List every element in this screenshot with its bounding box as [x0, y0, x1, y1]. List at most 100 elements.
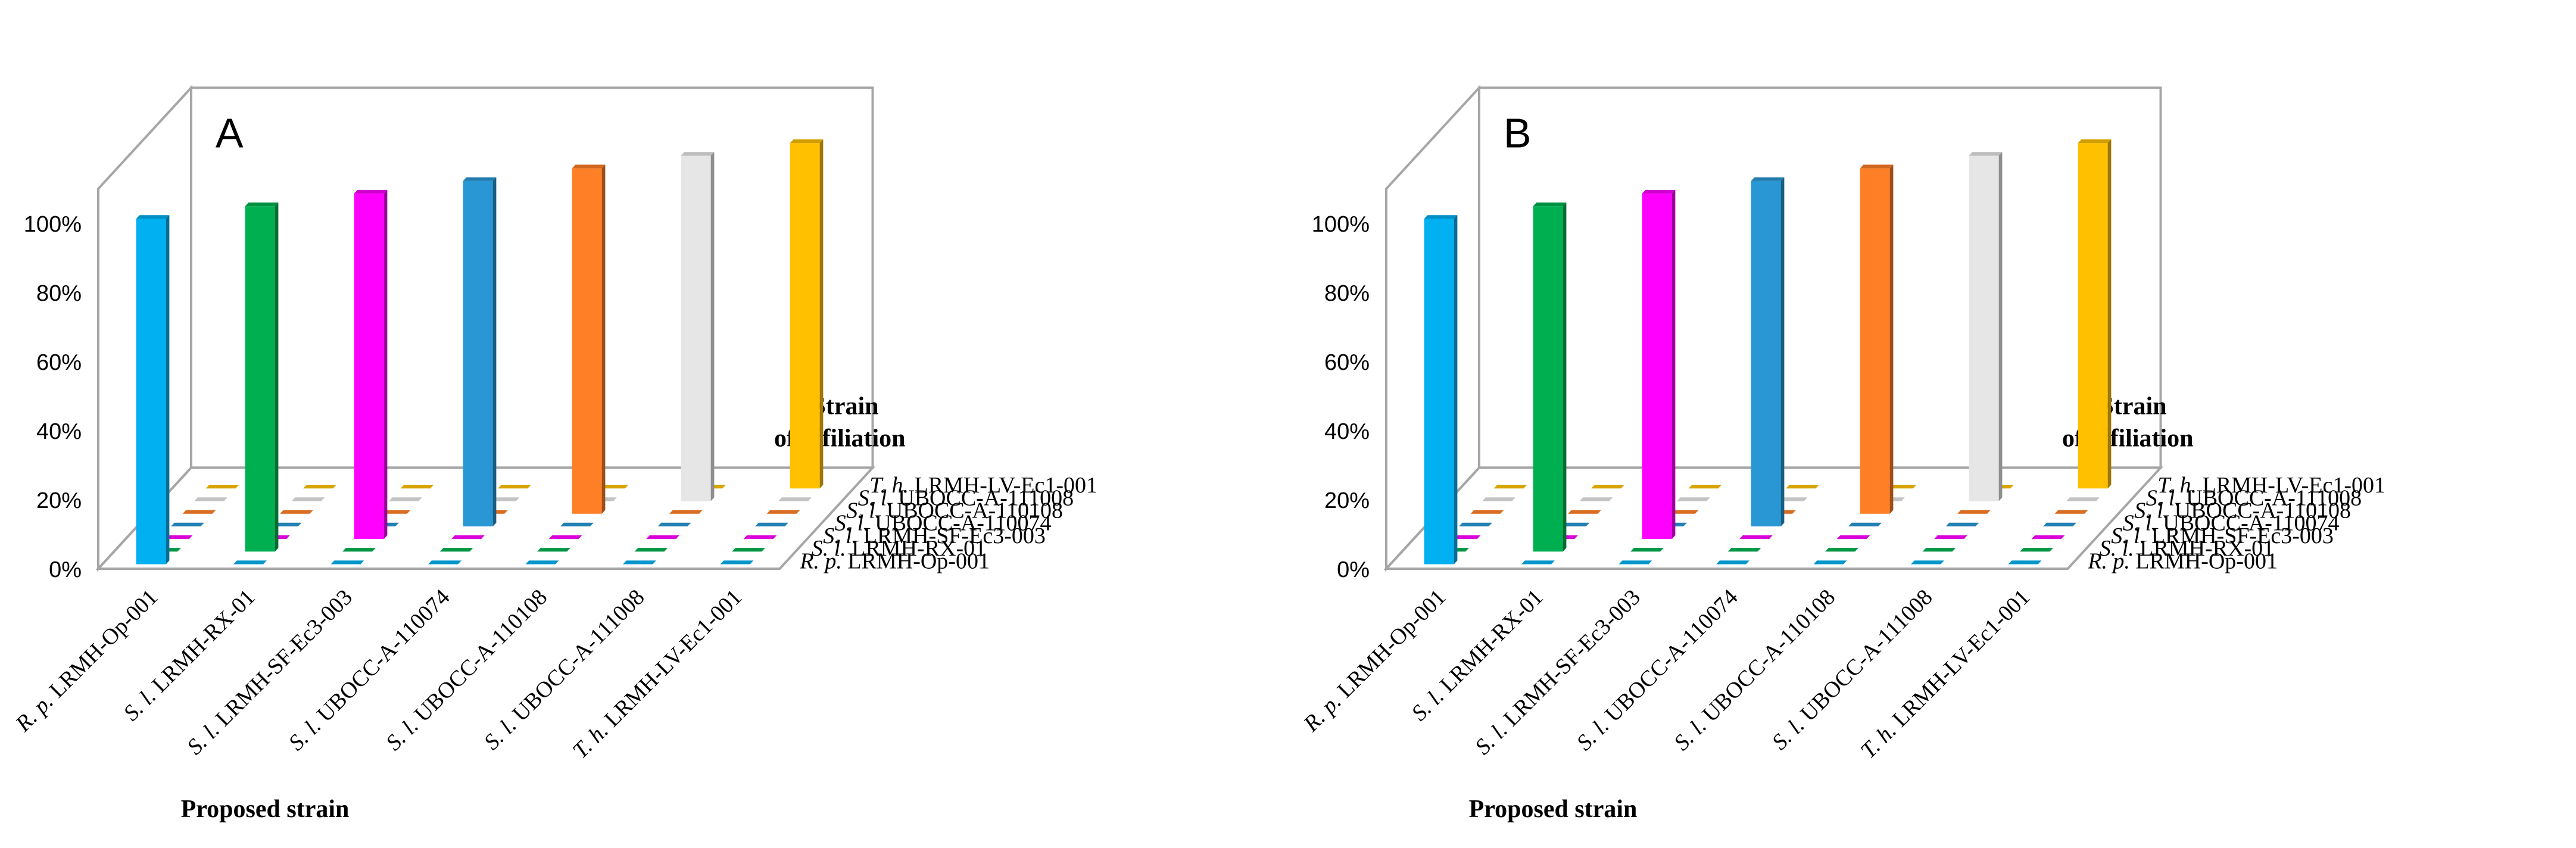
bar-zero-marker	[1677, 497, 1710, 501]
affiliation-label: S. l. UBOCC-A-111008	[2146, 485, 2362, 510]
bar-zero-marker	[2008, 560, 2042, 565]
affiliation-abbr: T. h.	[869, 473, 914, 498]
bar-side	[1780, 177, 1785, 526]
bar-zero-marker	[1482, 497, 1515, 501]
bar-zero-marker	[623, 560, 656, 565]
bar-side	[383, 189, 388, 540]
affiliation-name: UBOCC-A-111008	[898, 485, 1074, 510]
bar-zero-marker	[1786, 485, 1819, 489]
bar	[354, 189, 388, 540]
bar-zero-marker	[1836, 535, 1870, 540]
bar-zero-marker	[1934, 535, 1967, 540]
proposed-strain-label: S. l. UBOCC-A-110108	[1669, 585, 1840, 756]
bar	[136, 215, 170, 565]
y-tick-label: 40%	[36, 419, 82, 444]
bar-zero-marker	[657, 522, 691, 526]
bar-top	[572, 164, 606, 169]
bar-top	[463, 177, 497, 181]
affiliation-name: UBOCC-A-110074	[875, 511, 1051, 536]
affiliation-name: LRMH-RX-01	[852, 536, 986, 561]
affiliation-name: LRMH-SF-Ec3-003	[863, 523, 1046, 548]
y-tick-label: 0%	[49, 557, 82, 582]
affiliation-label: T. h. LRMH-LV-Ec1-001	[2157, 473, 2385, 498]
affiliation-label: S. l. UBOCC-A-111008	[858, 485, 1074, 510]
affiliation-abbr: R. p.	[2087, 548, 2135, 573]
bar-zero-marker	[342, 548, 376, 552]
proposed-strain-label: T. h. LRMH-LV-Ec1-001	[568, 585, 747, 763]
bar-zero-marker	[2031, 535, 2065, 540]
bar-side	[1998, 152, 2003, 501]
y-tick-label: 40%	[1324, 419, 1370, 444]
bar-zero-marker	[1579, 497, 1613, 501]
affiliation-name: UBOCC-A-110108	[887, 498, 1063, 523]
bar-side	[1563, 202, 1567, 552]
bar-zero-marker	[669, 510, 703, 514]
bar-zero-marker	[1618, 560, 1652, 565]
bar-top	[1533, 202, 1567, 207]
bar-zero-marker	[1568, 510, 1601, 514]
bar-zero-marker	[525, 560, 559, 565]
bar-side	[492, 177, 497, 526]
bar-zero-marker	[1716, 560, 1749, 565]
bar-zero-marker	[778, 497, 812, 501]
proposed-strain-label: S. l. LRMH-SF-Ec3-003	[182, 585, 357, 760]
bar-top	[1751, 177, 1785, 181]
y-tick-label: 80%	[1324, 281, 1370, 306]
bar-front	[572, 168, 602, 514]
bar-zero-marker	[1813, 560, 1847, 565]
bar-zero-marker	[205, 485, 239, 489]
bar-top	[1424, 215, 1458, 219]
bar-zero-marker	[498, 485, 531, 489]
affiliation-abbr: S. l.	[835, 511, 875, 536]
bar-front	[1533, 206, 1563, 552]
bar-front	[1969, 155, 1999, 501]
bar-zero-marker	[439, 548, 473, 552]
affiliation-abbr: S. l.	[2146, 485, 2187, 510]
affiliation-abbr: S. l.	[2100, 536, 2140, 561]
bar-zero-marker	[1848, 522, 1882, 526]
bar-zero-marker	[291, 497, 325, 501]
bar-zero-marker	[1493, 485, 1527, 489]
affiliation-abbr: S. l.	[2134, 498, 2175, 523]
affiliation-abbr: T. h.	[2157, 473, 2202, 498]
bar-zero-marker	[1591, 485, 1624, 489]
bar-front	[681, 155, 711, 501]
affiliation-name: LRMH-LV-Ec1-001	[915, 473, 1098, 498]
bar-zero-marker	[755, 522, 788, 526]
back-wall	[1478, 86, 2162, 469]
proposed-strain-label: S. l. UBOCC-A-111008	[479, 585, 650, 755]
bar-front	[463, 180, 493, 526]
affiliation-abbr: S. l.	[846, 498, 887, 523]
bar-top	[245, 202, 279, 207]
x-axis-title: Proposed strain	[181, 796, 350, 823]
bar	[572, 164, 606, 514]
bar-zero-marker	[2043, 522, 2076, 526]
panel-letter: B	[1504, 110, 1532, 156]
bar-zero-marker	[303, 485, 336, 489]
affiliation-label: R. p. LRMH-Op-001	[2087, 548, 2278, 573]
bar-side	[2107, 139, 2112, 489]
y-tick-label: 20%	[36, 488, 82, 513]
bar-zero-marker	[1911, 560, 1944, 565]
bar-zero-marker	[1825, 548, 1858, 552]
affiliation-abbr: S. l.	[2123, 511, 2163, 536]
bar-top	[1642, 189, 1676, 194]
x-axis-title: Proposed strain	[1469, 796, 1638, 823]
affiliation-abbr: S. l.	[812, 536, 852, 561]
bar-zero-marker	[233, 560, 267, 565]
bar-zero-marker	[182, 510, 216, 514]
affiliation-label: S. l. LRMH-SF-Ec3-003	[823, 523, 1046, 548]
y-tick-label: 100%	[24, 212, 82, 237]
bar	[1533, 202, 1567, 552]
affiliation-abbr: S. l.	[2111, 523, 2151, 548]
bar-front	[1860, 168, 1890, 514]
affiliation-name: UBOCC-A-111008	[2186, 485, 2362, 510]
proposed-strain-label: S. l. UBOCC-A-111008	[1767, 585, 1938, 755]
affiliation-name: LRMH-SF-Ec3-003	[2151, 523, 2334, 548]
bar	[681, 152, 715, 501]
bar-top	[136, 215, 170, 219]
bar	[1969, 152, 2003, 501]
bar-top	[2078, 139, 2112, 144]
bar	[463, 177, 497, 526]
bar-zero-marker	[720, 560, 754, 565]
